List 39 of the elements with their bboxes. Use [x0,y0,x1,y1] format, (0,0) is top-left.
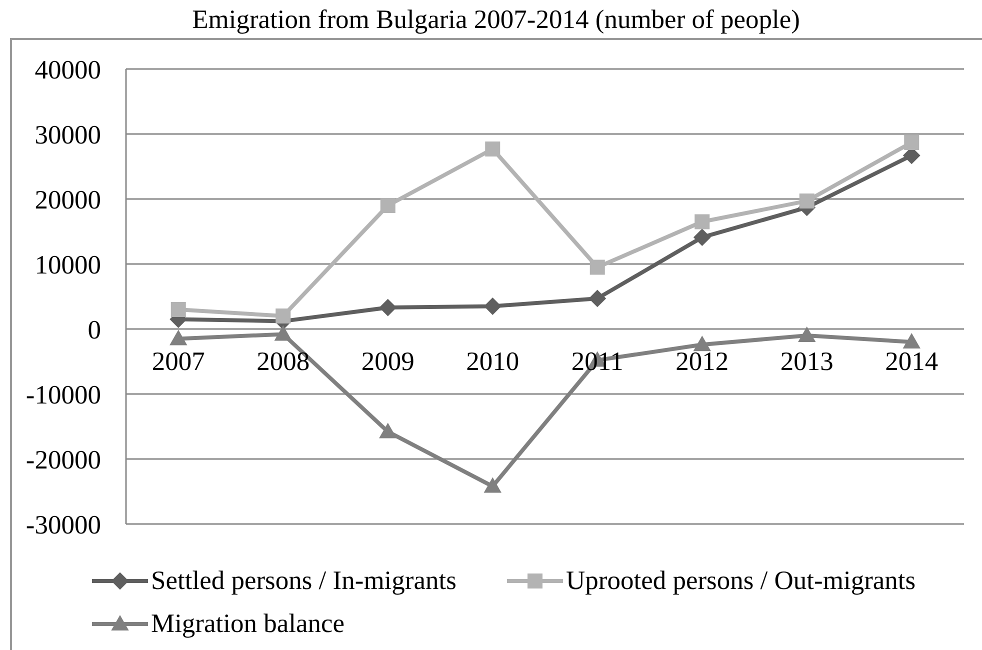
point [903,334,920,348]
point [904,134,920,150]
point [694,228,711,246]
point [590,260,605,275]
y-tick-label: 10000 [34,249,101,280]
x-tick-label: 2008 [256,346,310,376]
legend-label: Uprooted persons / Out-migrants [566,565,916,596]
point [276,308,291,324]
x-tick-label: 2007 [152,346,205,376]
point [484,298,502,315]
point [380,198,396,213]
y-tick-label: -10000 [26,379,101,410]
x-tick-label: 2011 [571,346,624,376]
x-tick-label: 2013 [780,346,834,376]
chart-title: Emigration from Bulgaria 2007-2014 (number of people) [191,4,801,34]
y-tick-label: 30000 [34,119,101,150]
x-tick-label: 2009 [361,346,414,376]
y-tick-label: 40000 [34,54,101,84]
point [484,478,502,493]
legend-label: Migration balance [151,608,345,639]
y-tick-label: 20000 [34,184,101,214]
point [379,423,396,438]
point [485,141,500,156]
point [799,193,814,208]
y-tick-label: 0 [88,314,101,344]
point [694,336,711,352]
y-tick-label: -30000 [26,509,101,540]
x-tick-label: 2014 [885,346,938,376]
point [588,290,606,307]
point [379,299,396,316]
point [170,302,186,317]
point [274,326,292,341]
point [170,330,187,346]
point [798,327,816,342]
legend-label: Settled persons / In-migrants [151,565,456,596]
point [694,214,710,230]
x-tick-label: 2012 [676,346,729,376]
x-tick-label: 2010 [466,346,520,376]
y-tick-label: -20000 [26,444,101,474]
